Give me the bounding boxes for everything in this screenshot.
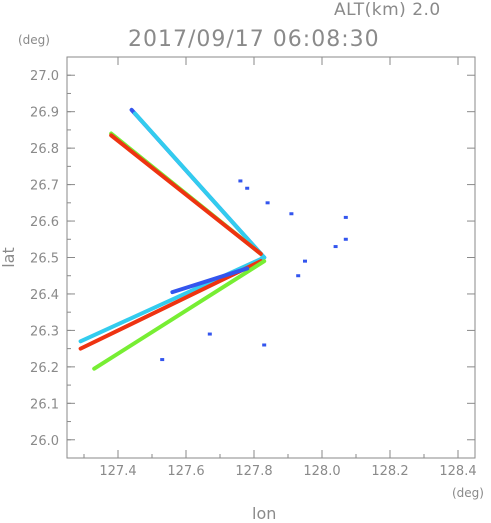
- x-tick-label-4: 128.2: [371, 464, 408, 479]
- y-tick-label-1: 26.1: [30, 397, 59, 412]
- chart-title: 2017/09/17 06:08:30: [128, 27, 380, 52]
- x-tick-label-2: 127.8: [235, 464, 272, 479]
- echo-beam-1: [133, 111, 267, 260]
- echo-beam-3: [109, 133, 263, 256]
- y-tick-label-7: 26.7: [30, 179, 59, 194]
- y-tick-label-8: 26.8: [30, 142, 59, 157]
- x-axis-label: lon: [252, 504, 277, 523]
- echo-point-4: [343, 237, 348, 241]
- y-tick-label-9: 26.9: [30, 106, 59, 121]
- echo-point-5: [343, 215, 348, 219]
- x-tick-label-1: 127.6: [167, 464, 204, 479]
- echo-point-10: [207, 332, 212, 336]
- x-tick-label-0: 127.4: [99, 464, 136, 479]
- echo-point-1: [245, 186, 250, 190]
- echo-point-0: [238, 179, 243, 183]
- echo-beam-7: [170, 266, 250, 295]
- echo-point-8: [289, 212, 294, 216]
- y-tick-label-3: 26.3: [30, 324, 59, 339]
- x-axis: 127.4 127.6 127.8 128.0 128.2 128.4: [83, 57, 477, 479]
- y-tick-label-10: 27.0: [30, 69, 59, 84]
- echo-point-9: [262, 343, 267, 347]
- radar-echoes: [78, 107, 348, 371]
- echo-point-11: [160, 358, 165, 362]
- y-tick-label-4: 26.4: [30, 288, 59, 303]
- y-tick-label-5: 26.5: [30, 252, 59, 267]
- echo-point-6: [296, 274, 301, 278]
- y-axis-unit: (deg): [18, 33, 50, 47]
- y-axis: 26.0 26.1 26.2 26.3 26.4 26.5 26.6 26.7 26.8 26.9…: [30, 69, 475, 449]
- y-tick-label-0: 26.0: [30, 434, 59, 449]
- y-tick-label-6: 26.6: [30, 215, 59, 230]
- echo-point-2: [265, 201, 270, 205]
- plot-frame: [66, 56, 476, 459]
- y-tick-label-2: 26.2: [30, 361, 59, 376]
- x-tick-label-3: 128.0: [303, 464, 340, 479]
- echo-beam-6: [92, 259, 267, 371]
- echo-point-3: [333, 245, 338, 249]
- altitude-label: ALT(km) 2.0: [334, 0, 441, 20]
- echo-point-7: [303, 259, 307, 263]
- x-axis-unit: (deg): [452, 486, 484, 500]
- x-tick-label-5: 128.4: [439, 464, 476, 479]
